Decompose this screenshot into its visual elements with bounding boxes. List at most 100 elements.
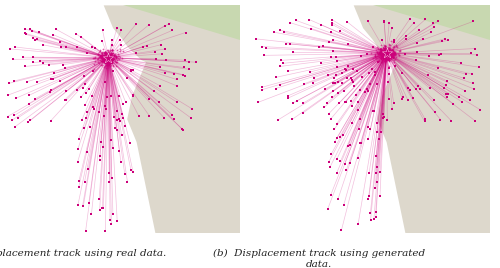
Point bbox=[84, 167, 92, 171]
Point bbox=[100, 53, 108, 57]
Point bbox=[80, 82, 88, 86]
Point bbox=[106, 60, 114, 64]
Point bbox=[91, 46, 99, 50]
Point bbox=[90, 62, 98, 66]
Point bbox=[364, 197, 372, 202]
Point bbox=[158, 52, 166, 56]
Point bbox=[374, 46, 382, 50]
Point bbox=[329, 89, 337, 94]
Point bbox=[118, 112, 126, 116]
Point bbox=[29, 60, 37, 65]
Point bbox=[100, 58, 108, 62]
Point bbox=[333, 136, 341, 140]
Point bbox=[74, 203, 82, 207]
Point bbox=[104, 63, 112, 68]
Point bbox=[376, 50, 384, 54]
Point bbox=[371, 186, 379, 190]
Point bbox=[106, 180, 114, 184]
Point bbox=[366, 71, 374, 75]
Point bbox=[382, 48, 390, 52]
Point bbox=[107, 51, 115, 55]
Point bbox=[379, 46, 387, 50]
Point bbox=[106, 55, 114, 59]
Point bbox=[374, 51, 382, 55]
Point bbox=[384, 80, 392, 84]
Point bbox=[382, 52, 390, 56]
Point bbox=[270, 30, 278, 34]
Point bbox=[157, 43, 165, 47]
Point bbox=[100, 54, 108, 58]
Point bbox=[392, 43, 400, 47]
Point bbox=[116, 57, 124, 61]
Point bbox=[386, 49, 394, 53]
Point bbox=[144, 43, 152, 48]
Point bbox=[365, 170, 373, 175]
Point bbox=[288, 101, 296, 105]
Point bbox=[109, 54, 117, 58]
Point bbox=[96, 55, 104, 59]
Point bbox=[286, 42, 294, 46]
Point bbox=[386, 53, 394, 58]
Point bbox=[104, 50, 112, 55]
Point bbox=[468, 72, 476, 76]
Point bbox=[112, 56, 120, 60]
Point bbox=[289, 50, 297, 55]
Point bbox=[80, 204, 88, 208]
Point bbox=[98, 56, 106, 60]
Point bbox=[162, 58, 170, 62]
Point bbox=[376, 169, 384, 174]
Point bbox=[109, 69, 117, 73]
Point bbox=[370, 70, 378, 74]
Point bbox=[379, 54, 387, 58]
Point bbox=[96, 58, 104, 62]
Point bbox=[385, 52, 393, 56]
Point bbox=[384, 47, 392, 51]
Point bbox=[173, 84, 181, 88]
Point bbox=[106, 57, 114, 61]
Point bbox=[101, 60, 109, 64]
Point bbox=[374, 54, 382, 58]
Point bbox=[106, 59, 114, 64]
Point bbox=[385, 51, 393, 55]
Point bbox=[442, 83, 450, 87]
Point bbox=[385, 97, 393, 102]
Point bbox=[400, 95, 407, 99]
Point bbox=[102, 59, 110, 64]
Point bbox=[154, 99, 162, 104]
Point bbox=[386, 43, 394, 47]
Point bbox=[103, 51, 111, 56]
Point bbox=[383, 51, 391, 55]
Point bbox=[386, 48, 394, 52]
Point bbox=[388, 47, 396, 51]
Point bbox=[96, 49, 104, 53]
Point bbox=[98, 63, 106, 68]
Point bbox=[46, 63, 54, 67]
Point bbox=[109, 56, 117, 61]
Point bbox=[380, 54, 388, 58]
Point bbox=[108, 43, 116, 47]
Point bbox=[380, 54, 388, 58]
Point bbox=[382, 54, 390, 58]
Point bbox=[425, 54, 433, 58]
Point bbox=[104, 49, 112, 53]
Point bbox=[120, 172, 128, 176]
Point bbox=[386, 72, 394, 76]
Point bbox=[107, 138, 115, 143]
Point bbox=[85, 201, 93, 206]
Point bbox=[380, 46, 388, 50]
Point bbox=[390, 59, 398, 64]
Point bbox=[350, 84, 358, 88]
Point bbox=[333, 171, 341, 175]
Point bbox=[62, 98, 70, 102]
Point bbox=[108, 59, 116, 64]
Point bbox=[188, 107, 196, 111]
Point bbox=[390, 58, 398, 62]
Point bbox=[328, 21, 336, 25]
Point bbox=[104, 58, 112, 62]
Point bbox=[381, 48, 389, 52]
Point bbox=[376, 193, 384, 198]
Point bbox=[330, 81, 338, 85]
Point bbox=[326, 165, 334, 169]
Point bbox=[106, 57, 114, 61]
Point bbox=[378, 44, 386, 49]
